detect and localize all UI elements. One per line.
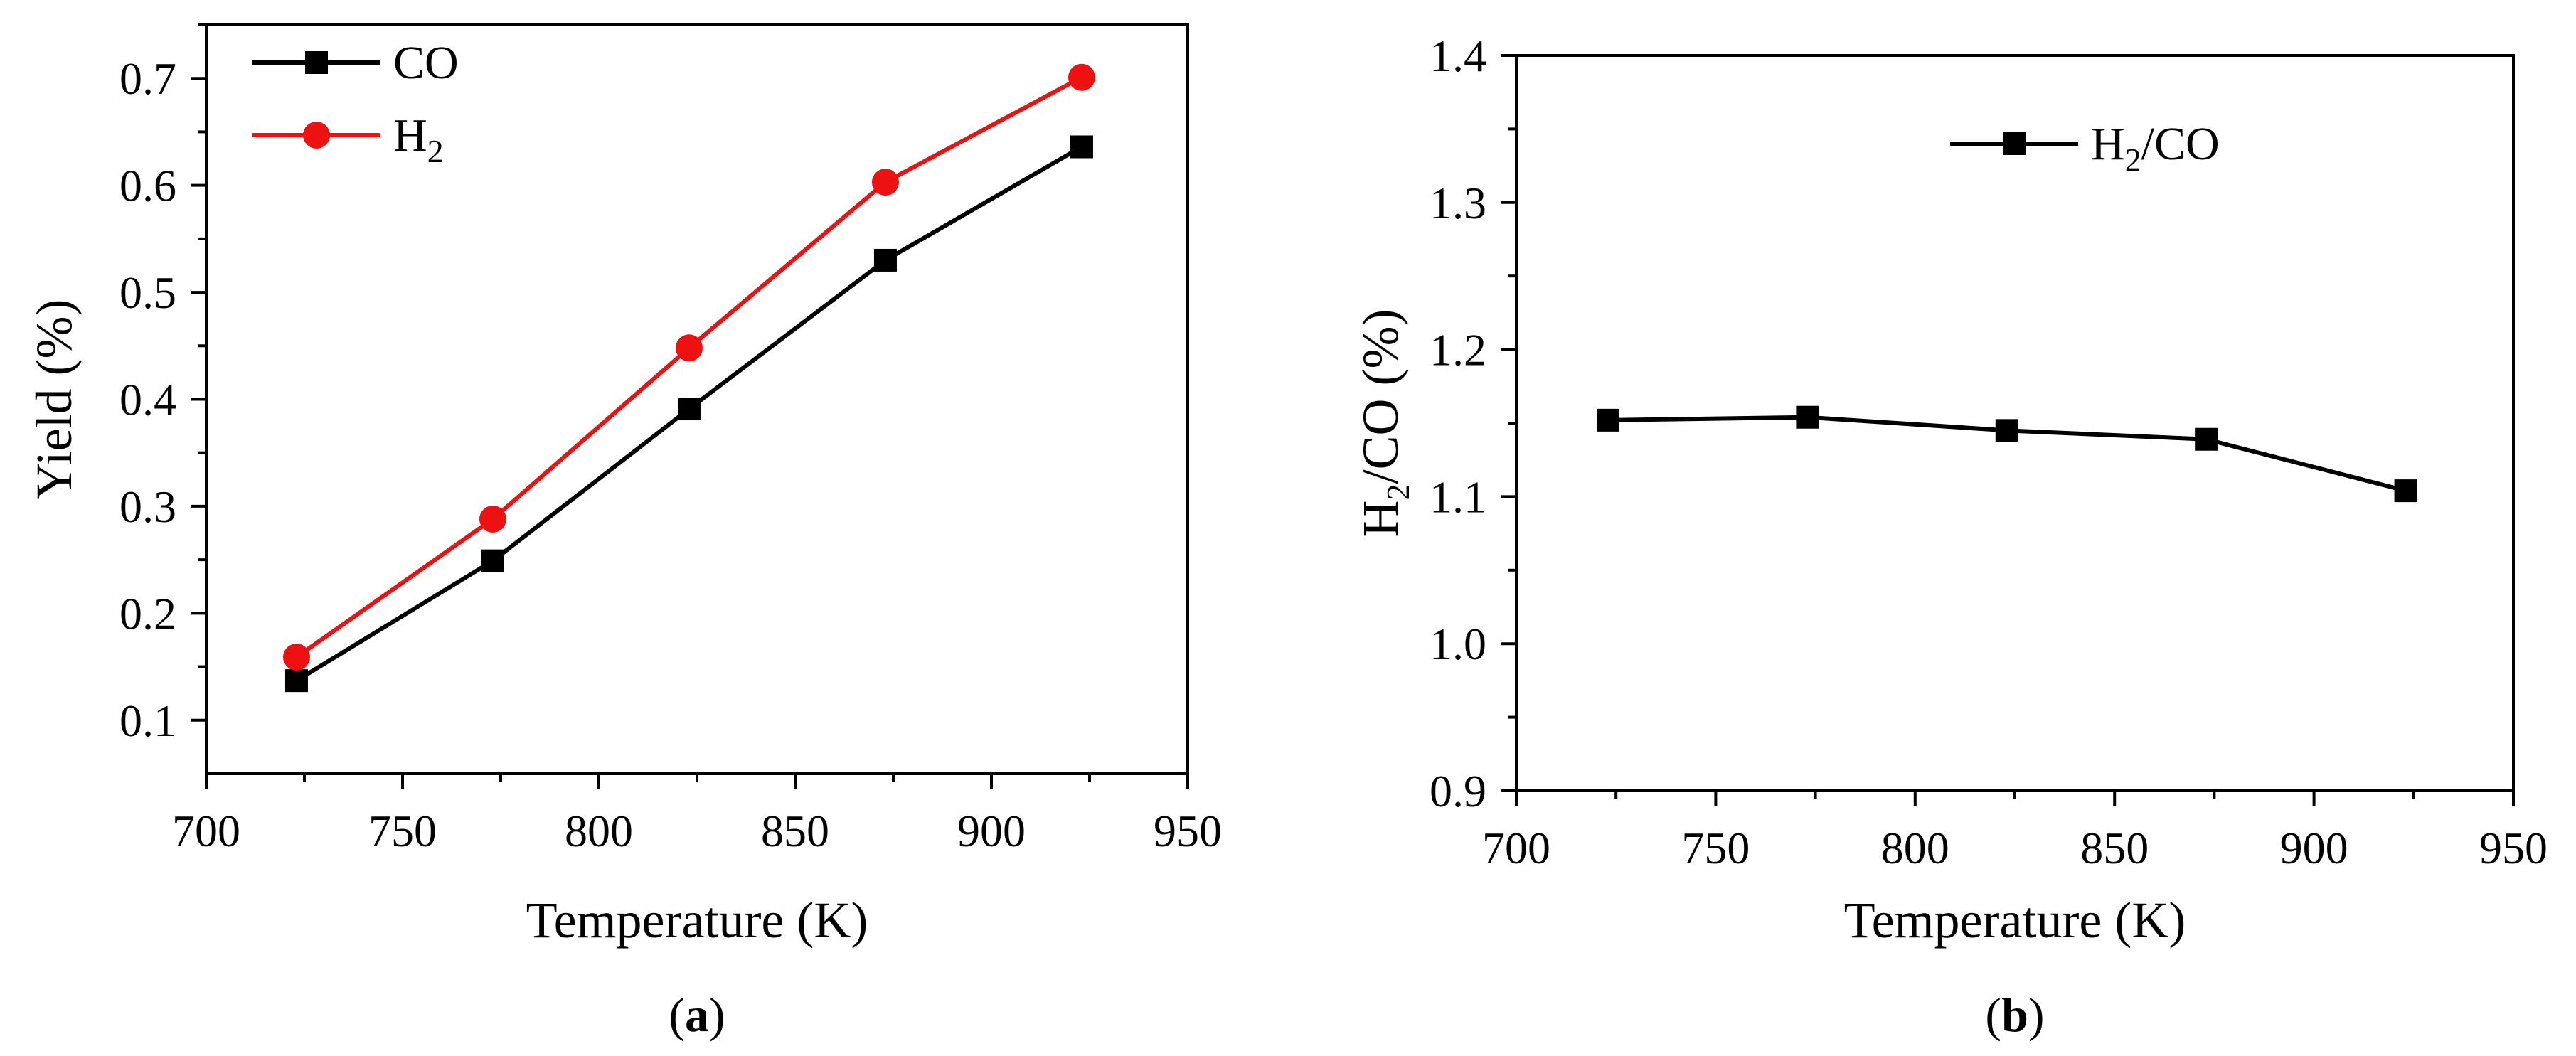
y-axis-title: H2/CO (%)	[1352, 309, 1416, 538]
y-tick-label: 1.3	[1430, 178, 1486, 228]
panel-label: (b)	[1985, 988, 2044, 1042]
y-tick-label: 0.5	[119, 267, 176, 318]
x-axis-title: Temperature (K)	[1844, 892, 2186, 949]
chart-panel-a: 700 750 800 850 900 950 0.1 0.2 0.3 0.4 0.5 0.6 0.7 T…	[26, 23, 1222, 1042]
data-point-h2	[675, 334, 703, 362]
x-tick-label: 950	[1154, 806, 1222, 856]
x-tick-label: 850	[2080, 823, 2149, 873]
y-tick-label: 0.3	[119, 481, 176, 532]
data-point-h2	[479, 505, 506, 533]
y-tick-label: 1.4	[1430, 31, 1486, 81]
x-tick-label: 700	[172, 806, 240, 856]
chart-panel-b: 700 750 800 850 900 950 0.9 1.0 1.1 1.2 1.3 1.4 Temp…	[1352, 31, 2548, 1042]
data-point-h2-co	[1796, 405, 1819, 429]
y-tick-label: 0.2	[119, 588, 176, 639]
y-axis-title: Yield (%)	[26, 299, 83, 500]
y-tick-label: 0.7	[119, 53, 176, 104]
x-tick-label: 900	[957, 806, 1026, 856]
data-point-h2-co	[2195, 427, 2218, 451]
data-point-co	[481, 549, 504, 572]
x-tick-label: 850	[761, 806, 829, 856]
data-point-co	[284, 669, 308, 693]
data-point-h2	[871, 169, 899, 196]
x-tick-label: 800	[565, 806, 633, 856]
legend-marker	[303, 122, 330, 149]
data-point-co	[677, 398, 701, 421]
data-point-h2-co	[1995, 419, 2018, 442]
data-point-co	[1070, 135, 1093, 159]
y-tick-label: 1.2	[1430, 325, 1486, 375]
data-point-h2-co	[1596, 408, 1619, 432]
x-tick-label: 950	[2479, 823, 2548, 873]
x-axis-title: Temperature (K)	[526, 892, 868, 949]
x-tick-label: 900	[2280, 823, 2348, 873]
y-tick-label: 0.4	[119, 375, 176, 425]
y-tick-label: 0.6	[119, 161, 176, 211]
legend-marker	[2003, 132, 2026, 155]
x-tick-label: 700	[1482, 823, 1550, 873]
legend-marker	[305, 51, 328, 74]
legend-label: H2	[393, 110, 444, 169]
legend-label: CO	[393, 37, 459, 89]
panel-label: (a)	[669, 988, 725, 1042]
series-line-h2	[295, 75, 1083, 659]
data-point-h2	[282, 644, 310, 671]
x-tick-label: 750	[368, 806, 437, 856]
y-tick-label: 0.1	[119, 695, 176, 746]
y-axis-title-group: H2/CO (%)	[1352, 309, 1416, 538]
data-point-h2-co	[2394, 479, 2417, 503]
data-point-co	[873, 248, 897, 272]
data-point-h2	[1068, 63, 1095, 91]
y-tick-label: 1.1	[1430, 471, 1486, 522]
y-axis-title-group: Yield (%)	[26, 299, 83, 500]
x-tick-label: 750	[1681, 823, 1750, 873]
legend-label: H2/CO	[2091, 118, 2220, 178]
y-tick-label: 0.9	[1430, 766, 1486, 816]
y-tick-label: 1.0	[1430, 619, 1486, 669]
x-tick-label: 800	[1881, 823, 1949, 873]
